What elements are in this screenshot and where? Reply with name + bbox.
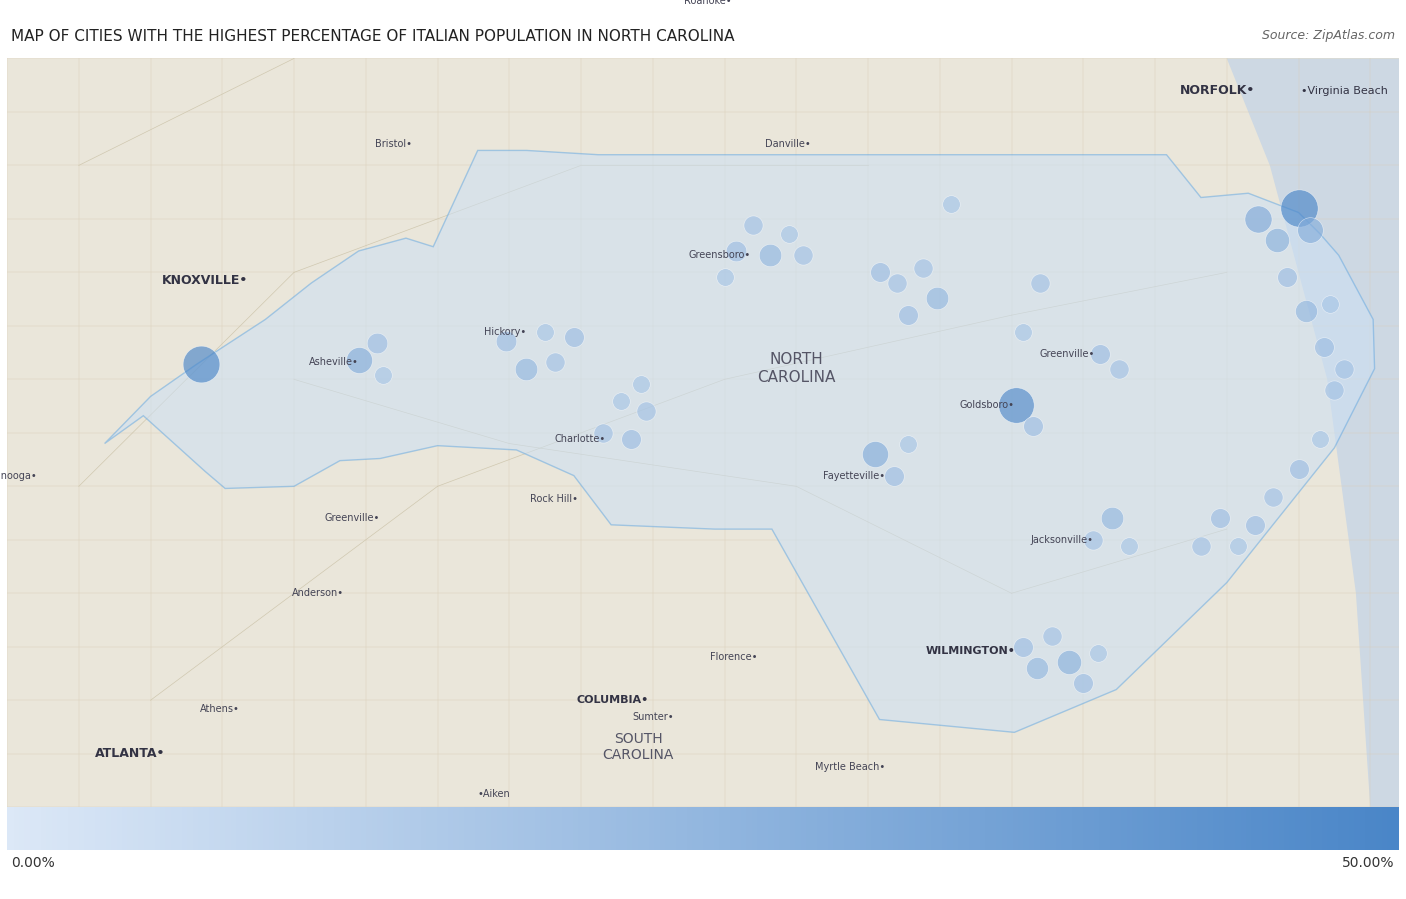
Text: NORTH
CAROLINA: NORTH CAROLINA: [756, 352, 835, 385]
Point: [190, 357, 212, 371]
Text: Danville•: Danville•: [765, 139, 811, 149]
Point: [495, 334, 517, 348]
Point: [1244, 518, 1267, 532]
Text: Fayetteville•: Fayetteville•: [823, 470, 886, 481]
Point: [1012, 639, 1035, 654]
Point: [1012, 325, 1035, 340]
Point: [1319, 298, 1341, 312]
Point: [1288, 201, 1310, 216]
Point: [347, 353, 370, 368]
Point: [1022, 419, 1045, 433]
Point: [1189, 539, 1212, 554]
Point: [1295, 304, 1317, 318]
Text: Myrtle Beach•: Myrtle Beach•: [815, 761, 886, 771]
Text: Bristol•: Bristol•: [374, 139, 412, 149]
Point: [1004, 398, 1026, 413]
Point: [792, 248, 814, 263]
Point: [1247, 211, 1270, 226]
Text: Hickory•: Hickory•: [484, 327, 526, 337]
Point: [897, 436, 920, 450]
Point: [1261, 490, 1284, 504]
Polygon shape: [104, 150, 1375, 733]
Text: Jacksonville•: Jacksonville•: [1031, 535, 1094, 545]
Point: [1208, 512, 1230, 526]
Point: [544, 355, 567, 369]
Point: [1071, 676, 1094, 690]
Point: [366, 336, 388, 351]
Text: Anderson•: Anderson•: [292, 588, 344, 599]
Text: Source: ZipAtlas.com: Source: ZipAtlas.com: [1261, 29, 1395, 41]
Point: [724, 244, 747, 258]
Point: [883, 468, 905, 483]
Point: [1087, 646, 1109, 661]
Text: •Virginia Beach: •Virginia Beach: [1302, 85, 1388, 95]
Text: WILMINGTON•: WILMINGTON•: [927, 646, 1015, 656]
Text: •Aiken: •Aiken: [478, 789, 510, 799]
Point: [941, 197, 963, 211]
Point: [1323, 383, 1346, 397]
Text: NORFOLK•: NORFOLK•: [1180, 84, 1256, 97]
Point: [742, 218, 765, 233]
Point: [1288, 462, 1310, 476]
Point: [1029, 276, 1052, 290]
Point: [897, 308, 920, 323]
Point: [1090, 346, 1112, 360]
Point: [515, 361, 537, 376]
Point: [925, 291, 948, 306]
Text: MAP OF CITIES WITH THE HIGHEST PERCENTAGE OF ITALIAN POPULATION IN NORTH CAROLIN: MAP OF CITIES WITH THE HIGHEST PERCENTAG…: [11, 29, 735, 44]
Point: [634, 405, 657, 419]
Text: 50.00%: 50.00%: [1343, 856, 1395, 870]
Point: [1118, 539, 1140, 554]
Point: [610, 394, 633, 408]
Point: [534, 325, 557, 340]
Text: Rock Hill•: Rock Hill•: [530, 494, 578, 504]
Text: Augusta•: Augusta•: [395, 808, 441, 819]
Text: Florence•: Florence•: [710, 653, 758, 663]
Text: Goldsboro•: Goldsboro•: [959, 400, 1014, 410]
Point: [1057, 654, 1080, 669]
Point: [1227, 539, 1250, 554]
Point: [778, 227, 800, 241]
Text: Greenville•: Greenville•: [1039, 349, 1095, 359]
Point: [1333, 361, 1355, 376]
Point: [592, 425, 614, 440]
Point: [759, 248, 782, 263]
Text: Athens•: Athens•: [200, 704, 239, 714]
Polygon shape: [1227, 58, 1399, 807]
Point: [371, 368, 394, 382]
Text: Greenville•: Greenville•: [325, 513, 380, 523]
Point: [863, 447, 886, 461]
Text: attanooga•: attanooga•: [0, 470, 37, 481]
Text: KNOXVILLE•: KNOXVILLE•: [162, 274, 249, 288]
Text: ATLANTA•: ATLANTA•: [94, 747, 165, 761]
Point: [1026, 661, 1049, 675]
Text: Charlotte•: Charlotte•: [554, 434, 606, 444]
Text: 0.00%: 0.00%: [11, 856, 55, 870]
Point: [886, 276, 908, 290]
Text: COLUMBIA•: COLUMBIA•: [576, 695, 650, 705]
Point: [1275, 270, 1298, 284]
Text: Roanoke•: Roanoke•: [685, 0, 731, 5]
Text: Sumter•: Sumter•: [633, 712, 675, 723]
Point: [1108, 361, 1130, 376]
Point: [1083, 532, 1105, 547]
Point: [1040, 629, 1063, 644]
Point: [911, 261, 934, 275]
Text: Greensboro•: Greensboro•: [688, 250, 751, 261]
Point: [620, 432, 643, 447]
Point: [713, 270, 735, 284]
Point: [630, 377, 652, 391]
Point: [562, 329, 585, 343]
Point: [1101, 512, 1123, 526]
Point: [1309, 432, 1331, 447]
Point: [1265, 233, 1288, 247]
Text: SOUTH
CAROLINA: SOUTH CAROLINA: [603, 732, 673, 762]
Point: [1299, 222, 1322, 236]
Point: [1313, 340, 1336, 354]
Text: Asheville•: Asheville•: [309, 357, 359, 367]
Point: [869, 265, 891, 280]
